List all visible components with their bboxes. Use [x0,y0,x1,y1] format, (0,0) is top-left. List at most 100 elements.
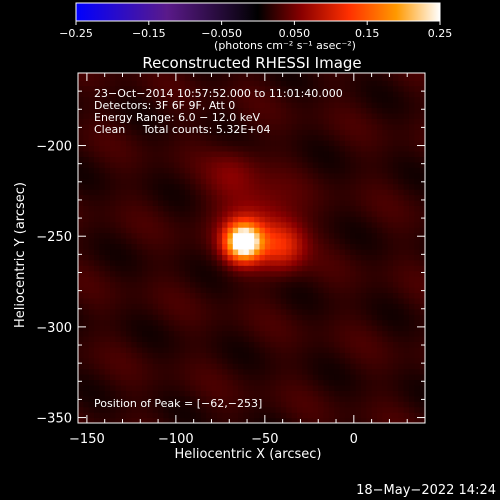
heatmap-cell [355,118,362,125]
heatmap-cell [328,73,335,76]
heatmap-cell [275,156,282,163]
heatmap-cell [190,384,197,391]
heatmap-cell [387,357,394,364]
heatmap-cell [286,178,293,185]
heatmap-cell [78,363,84,370]
heatmap-cell [291,134,298,141]
heatmap-cell [398,325,405,332]
heatmap-cell [222,325,229,332]
heatmap-cell [152,107,159,114]
heatmap-cell [83,145,90,152]
heatmap-cell [382,395,389,402]
heatmap-cell [355,374,362,381]
heatmap-cell [318,96,325,103]
heatmap-cell [398,270,405,277]
heatmap-cell [248,281,255,288]
heatmap-cell [206,303,213,310]
heatmap-cell [403,227,410,234]
heatmap-cell [291,73,298,76]
heatmap-cell [174,102,181,109]
heatmap-cell [195,134,202,141]
heatmap-cell [387,390,394,397]
heatmap-cell [168,248,175,255]
heatmap-cell [334,156,341,163]
heatmap-cell [131,140,138,147]
heatmap-cell [126,183,132,190]
heatmap-cell [350,368,357,375]
heatmap-cell [371,276,378,283]
heatmap-cell [152,145,159,152]
heatmap-cell [259,167,266,174]
heatmap-cell [238,363,245,370]
heatmap-cell [408,243,415,250]
heatmap-cell [88,156,95,163]
heatmap-cell [275,205,282,212]
heatmap-cell [360,150,367,158]
heatmap-cell [227,390,234,397]
heatmap-cell [296,368,303,375]
heatmap-cell [184,292,191,299]
heatmap-cell [408,221,415,228]
heatmap-cell [270,341,277,348]
heatmap-cell [216,80,223,87]
heatmap-cell [163,112,170,119]
heatmap-cell [147,205,154,212]
heatmap-cell [414,303,421,310]
heatmap-cell [366,341,373,348]
heatmap-cell [152,308,159,315]
heatmap-cell [376,123,383,130]
heatmap-cell [200,374,207,381]
heatmap-cell [248,270,255,277]
heatmap-cell [195,80,202,87]
heatmap-cell [387,303,394,310]
heatmap-cell [280,374,287,381]
heatmap-cell [115,308,122,315]
heatmap-cell [387,352,394,359]
heatmap-cell [136,308,143,315]
heatmap-cell [184,335,191,342]
heatmap-cell [184,145,191,152]
heatmap-cell [318,412,325,419]
heatmap-cell [419,259,425,266]
heatmap-cell [254,292,261,299]
heatmap-cell [350,112,357,119]
heatmap-cell [243,232,250,239]
heatmap-cell [360,118,367,125]
heatmap-cell [392,303,399,310]
heatmap-cell [366,276,373,283]
heatmap-cell [387,221,394,228]
heatmap-cell [280,74,287,81]
heatmap-cell [387,129,394,136]
heatmap-cell [371,314,378,321]
heatmap-cell [200,145,207,152]
heatmap-cell [408,346,415,353]
heatmap-cell [94,80,100,87]
heatmap-cell [120,401,127,408]
heatmap-cell [115,325,122,332]
heatmap-cell [88,150,95,158]
heatmap-cell [216,335,223,342]
heatmap-cell [104,314,111,321]
heatmap-cell [259,172,266,179]
heatmap-cell [307,281,314,288]
heatmap-cell [408,286,415,294]
heatmap-cell [414,406,421,413]
heatmap-cell [147,384,154,391]
heatmap-cell [339,183,346,190]
heatmap-cell [254,341,261,348]
heatmap-cell [152,118,159,125]
heatmap-cell [360,161,367,168]
heatmap-cell [200,210,207,217]
heatmap-cell [147,330,154,337]
heatmap-cell [408,205,415,212]
heatmap-cell [136,112,143,119]
heatmap-cell [227,254,234,261]
heatmap-cell [136,238,143,245]
heatmap-cell [126,276,132,283]
heatmap-cell [366,248,373,255]
heatmap-cell [318,308,325,315]
heatmap-cell [318,172,325,179]
heatmap-cell [200,183,207,190]
heatmap-cell [195,96,202,103]
heatmap-cell [126,140,132,147]
